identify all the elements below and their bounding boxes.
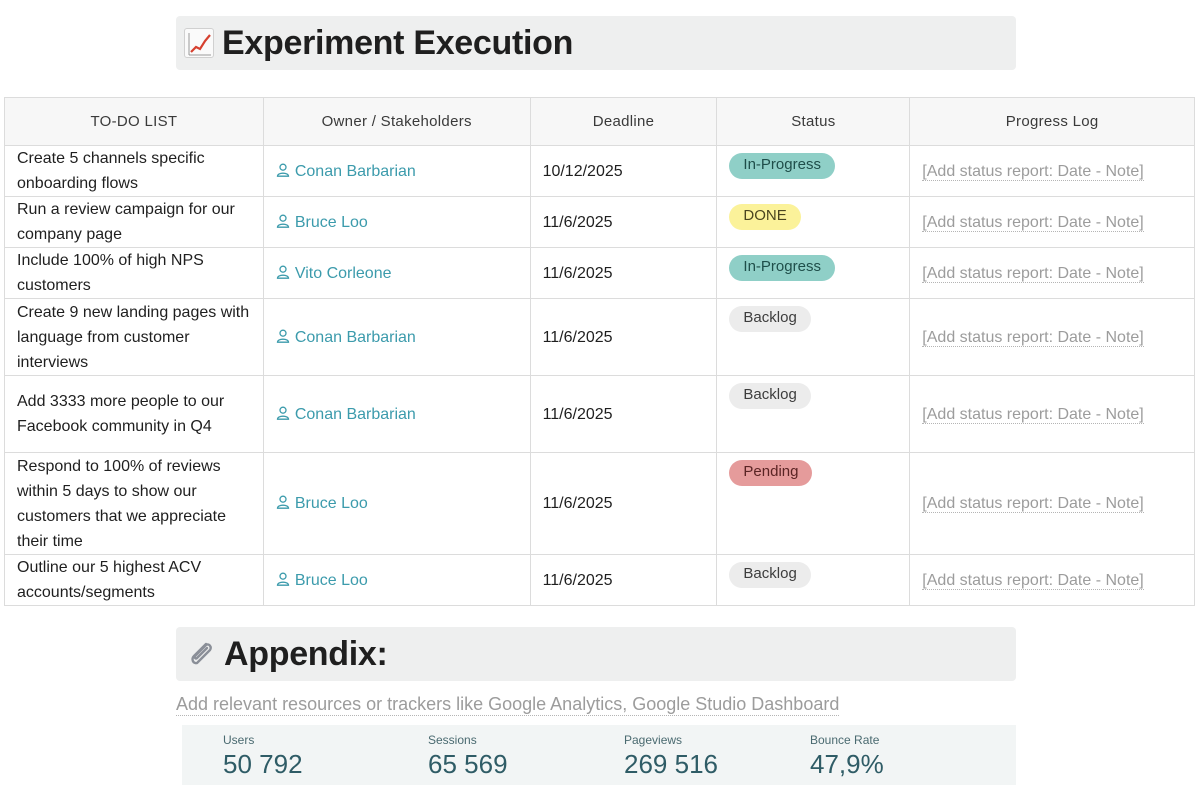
status-badge[interactable]: DONE (729, 204, 801, 230)
owner-name[interactable]: Bruce Loo (294, 495, 368, 512)
owner-name[interactable]: Conan Barbarian (294, 328, 416, 346)
progress-log-placeholder[interactable]: [Add status report: Date - Note] (922, 213, 1144, 232)
deadline-cell[interactable]: 11/6/2025 (529, 554, 718, 606)
status-cell[interactable]: Pending (716, 452, 911, 555)
table-row: Run a review campaign for our company pa… (4, 196, 1195, 248)
status-cell[interactable]: DONE (716, 196, 911, 248)
column-header[interactable]: Owner / Stakeholders (262, 97, 531, 146)
owner-name[interactable]: Vito Corleone (294, 264, 392, 282)
owner-cell[interactable]: Conan Barbarian (262, 145, 531, 197)
column-header[interactable]: Deadline (529, 97, 718, 146)
owner-cell[interactable]: Conan Barbarian (262, 298, 531, 376)
owner-name[interactable]: Conan Barbarian (294, 162, 416, 180)
stat-label: Users (223, 733, 255, 747)
task-cell[interactable]: Run a review campaign for our company pa… (4, 196, 264, 248)
progress-log-placeholder[interactable]: [Add status report: Date - Note] (922, 495, 1144, 513)
status-badge[interactable]: In-Progress (729, 255, 835, 281)
experiment-execution-heading: Experiment Execution (176, 16, 1016, 70)
person-icon (276, 262, 290, 279)
deadline-cell[interactable]: 11/6/2025 (529, 196, 718, 248)
status-badge[interactable]: Backlog (729, 306, 811, 332)
status-cell[interactable]: In-Progress (716, 145, 911, 197)
deadline-cell[interactable]: 10/12/2025 (529, 145, 718, 197)
table-row: Create 9 new landing pages with language… (4, 298, 1195, 376)
stat-value: 50 792 (223, 749, 303, 779)
progress-log-cell[interactable]: [Add status report: Date - Note] (909, 554, 1195, 606)
progress-log-cell[interactable]: [Add status report: Date - Note] (909, 247, 1195, 299)
task-cell[interactable]: Add 3333 more people to our Facebook com… (4, 375, 264, 453)
progress-log-cell[interactable]: [Add status report: Date - Note] (909, 375, 1195, 453)
progress-log-placeholder[interactable]: [Add status report: Date - Note] (922, 571, 1144, 590)
table-row: Respond to 100% of reviews within 5 days… (4, 452, 1195, 555)
deadline-cell[interactable]: 11/6/2025 (529, 298, 718, 376)
chart-increasing-icon (184, 28, 214, 58)
table-row: Include 100% of high NPS customers Vito … (4, 247, 1195, 299)
person-icon (276, 326, 290, 343)
progress-log-placeholder[interactable]: [Add status report: Date - Note] (922, 328, 1144, 347)
progress-log-placeholder[interactable]: [Add status report: Date - Note] (922, 264, 1144, 283)
column-header[interactable]: TO-DO LIST (4, 97, 264, 146)
task-cell[interactable]: Outline our 5 highest ACV accounts/segme… (4, 554, 264, 606)
progress-log-placeholder[interactable]: [Add status report: Date - Note] (922, 162, 1144, 181)
owner-cell[interactable]: Bruce Loo (262, 196, 531, 248)
person-icon (276, 160, 290, 177)
owner-name[interactable]: Conan Barbarian (294, 405, 416, 423)
stat-sessions: Sessions 65 569 (428, 733, 508, 780)
column-header[interactable]: Progress Log (909, 97, 1195, 146)
deadline-cell[interactable]: 11/6/2025 (529, 452, 718, 555)
stat-users: Users 50 792 (223, 733, 303, 780)
task-cell[interactable]: Include 100% of high NPS customers (4, 247, 264, 299)
stat-bounce-rate: Bounce Rate 47,9% (810, 733, 884, 780)
status-cell[interactable]: Backlog (716, 554, 911, 606)
paperclip-icon (191, 642, 212, 665)
status-badge[interactable]: Backlog (729, 562, 811, 588)
appendix-heading: Appendix: (176, 627, 1016, 681)
appendix-title: Appendix: (224, 634, 388, 673)
deadline-cell[interactable]: 11/6/2025 (529, 247, 718, 299)
stat-value: 47,9% (810, 749, 884, 779)
deadline-cell[interactable]: 11/6/2025 (529, 375, 718, 453)
stat-label: Bounce Rate (810, 733, 880, 747)
task-cell[interactable]: Respond to 100% of reviews within 5 days… (4, 452, 264, 555)
owner-cell[interactable]: Bruce Loo (262, 554, 531, 606)
progress-log-cell[interactable]: [Add status report: Date - Note] (909, 452, 1195, 555)
progress-log-cell[interactable]: [Add status report: Date - Note] (909, 196, 1195, 248)
table-row: Create 5 channels specific onboarding fl… (4, 145, 1195, 197)
task-cell[interactable]: Create 5 channels specific onboarding fl… (4, 145, 264, 197)
owner-cell[interactable]: Bruce Loo (262, 452, 531, 555)
task-cell[interactable]: Create 9 new landing pages with language… (4, 298, 264, 376)
appendix-resources-link[interactable]: Add relevant resources or trackers like … (176, 694, 840, 716)
status-cell[interactable]: Backlog (716, 375, 911, 453)
stat-value: 269 516 (624, 749, 718, 779)
status-cell[interactable]: In-Progress (716, 247, 911, 299)
stat-value: 65 569 (428, 749, 508, 779)
person-icon (276, 211, 290, 228)
progress-log-placeholder[interactable]: [Add status report: Date - Note] (922, 405, 1144, 424)
todo-table: TO-DO LIST Owner / Stakeholders Deadline… (4, 97, 1195, 606)
status-badge[interactable]: Pending (729, 460, 813, 486)
stat-pageviews: Pageviews 269 516 (624, 733, 718, 780)
table-header-row: TO-DO LIST Owner / Stakeholders Deadline… (4, 97, 1195, 146)
person-icon (276, 403, 290, 420)
column-header[interactable]: Status (716, 97, 911, 146)
status-cell[interactable]: Backlog (716, 298, 911, 376)
progress-log-cell[interactable]: [Add status report: Date - Note] (909, 145, 1195, 197)
stat-label: Sessions (428, 733, 477, 747)
owner-name[interactable]: Bruce Loo (294, 571, 368, 589)
owner-name[interactable]: Bruce Loo (294, 213, 368, 231)
person-icon (276, 569, 290, 586)
page-title: Experiment Execution (222, 23, 574, 62)
owner-cell[interactable]: Vito Corleone (262, 247, 531, 299)
table-row: Add 3333 more people to our Facebook com… (4, 375, 1195, 453)
analytics-stats-panel: Users 50 792 Sessions 65 569 Pageviews 2… (182, 725, 1016, 785)
owner-cell[interactable]: Conan Barbarian (262, 375, 531, 453)
status-badge[interactable]: Backlog (729, 383, 811, 409)
stat-label: Pageviews (624, 733, 683, 747)
status-badge[interactable]: In-Progress (729, 153, 835, 179)
person-icon (276, 492, 290, 509)
table-row: Outline our 5 highest ACV accounts/segme… (4, 554, 1195, 606)
progress-log-cell[interactable]: [Add status report: Date - Note] (909, 298, 1195, 376)
